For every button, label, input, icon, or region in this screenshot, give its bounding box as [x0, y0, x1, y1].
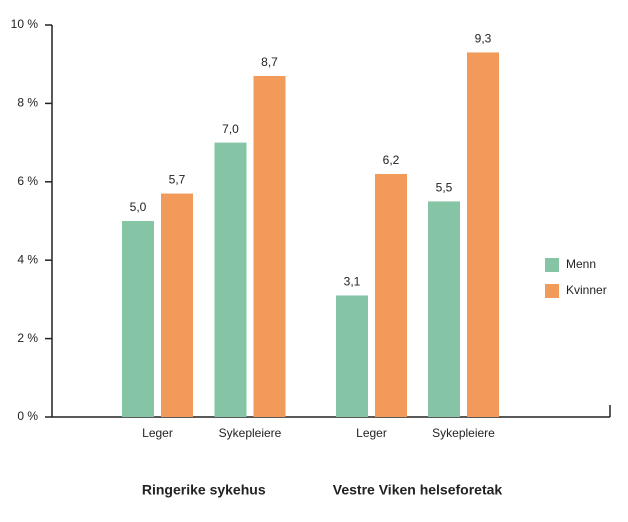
- value-label: 6,2: [383, 153, 400, 167]
- bar: [161, 193, 193, 417]
- bar: [336, 295, 368, 417]
- value-label: 3,1: [344, 275, 361, 289]
- x-tick-label: Leger: [356, 426, 387, 440]
- y-tick-label: 2 %: [17, 331, 38, 345]
- y-tick-label: 6 %: [17, 174, 38, 188]
- group-label: Vestre Viken helseforetak: [333, 482, 503, 498]
- bar: [467, 52, 499, 417]
- y-tick-label: 0 %: [17, 409, 38, 423]
- legend-swatch: [545, 284, 559, 298]
- bar: [122, 221, 154, 417]
- legend-label: Menn: [566, 257, 596, 271]
- bar: [428, 201, 460, 417]
- value-label: 5,5: [436, 181, 453, 195]
- value-label: 5,0: [130, 200, 147, 214]
- value-label: 5,7: [169, 173, 186, 187]
- value-label: 7,0: [222, 122, 239, 136]
- x-tick-label: Leger: [142, 426, 173, 440]
- bar: [375, 173, 407, 417]
- bar: [253, 75, 286, 418]
- y-tick-label: 8 %: [17, 96, 38, 110]
- x-tick-label: Sykepleiere: [432, 426, 495, 440]
- group-label: Ringerike sykehus: [142, 482, 266, 498]
- legend-swatch: [545, 258, 559, 272]
- bar: [214, 142, 247, 417]
- x-tick-label: Sykepleiere: [219, 426, 282, 440]
- y-tick-label: 4 %: [17, 252, 38, 266]
- legend-label: Kvinner: [566, 283, 607, 297]
- value-label: 8,7: [261, 55, 278, 69]
- y-tick-label: 10 %: [11, 17, 39, 31]
- value-label: 9,3: [475, 32, 492, 46]
